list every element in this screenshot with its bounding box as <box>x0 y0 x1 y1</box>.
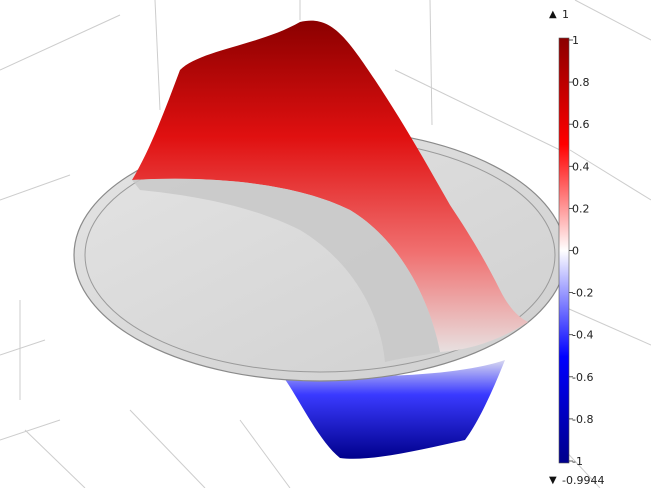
max-marker-icon: ▲ <box>549 9 557 20</box>
colorbar-tick-label: 0 <box>572 245 579 258</box>
positive-lobe <box>132 20 528 353</box>
colorbar-tick-label: 0.4 <box>572 160 590 173</box>
colorbar-tick-label: 0.2 <box>572 202 590 215</box>
colorbar-tick-label: -0.4 <box>572 329 593 342</box>
transition-band <box>132 178 440 362</box>
colorbar-ticks: 1 0.8 0.6 0.4 0.2 0 -0.2 -0.4 -0.6 -0.8 -1 <box>569 34 593 468</box>
colorbar-tick-label: 0.6 <box>572 118 590 131</box>
colorbar-tick-label: 0.8 <box>572 76 590 89</box>
colorbar-tick-label: -0.2 <box>572 287 593 300</box>
negative-lobe <box>282 360 505 459</box>
colorbar-tick-label: -0.8 <box>572 413 593 426</box>
colorbar-tick-label: 1 <box>572 34 579 47</box>
colorbar <box>558 37 570 464</box>
max-marker-label: 1 <box>562 8 569 21</box>
min-marker-icon: ▼ <box>549 475 557 486</box>
colorbar-tick-label: -1 <box>572 455 583 468</box>
colorbar-tick-label: -0.6 <box>572 371 593 384</box>
min-marker-label: -0.9944 <box>562 474 604 487</box>
color-legend: 1 0.8 0.6 0.4 0.2 0 -0.2 -0.4 -0.6 -0.8 -1 ▲ 1 ▼ -… <box>549 8 604 487</box>
